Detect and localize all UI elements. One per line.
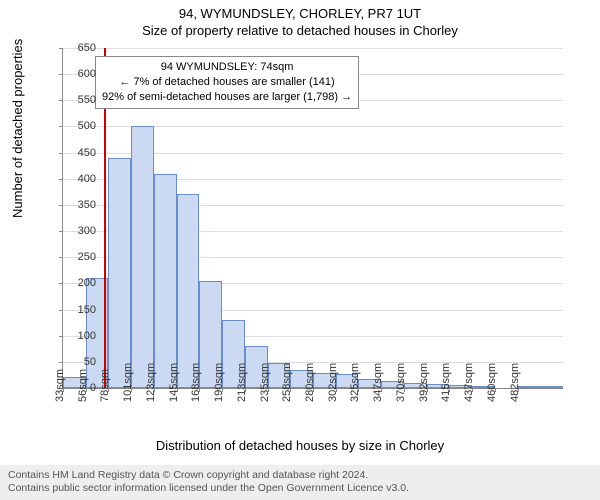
y-tick-label: 200 xyxy=(78,277,96,289)
chart-subtitle: Size of property relative to detached ho… xyxy=(0,21,600,38)
y-tick-label: 50 xyxy=(84,356,96,368)
y-tick-label: 100 xyxy=(78,330,96,342)
footer-line: Contains HM Land Registry data © Crown c… xyxy=(8,469,592,483)
chart-container: 94, WYMUNDSLEY, CHORLEY, PR7 1UT Size of… xyxy=(0,0,600,500)
y-tick-mark xyxy=(59,100,63,101)
histogram-bar xyxy=(540,386,563,388)
y-tick-label: 500 xyxy=(78,120,96,132)
chart-title: 94, WYMUNDSLEY, CHORLEY, PR7 1UT xyxy=(0,0,600,21)
annotation-line: ← 7% of detached houses are smaller (141… xyxy=(102,75,352,90)
y-tick-mark xyxy=(59,126,63,127)
y-tick-label: 250 xyxy=(78,251,96,263)
y-tick-label: 600 xyxy=(78,68,96,80)
y-tick-mark xyxy=(59,205,63,206)
y-tick-mark xyxy=(59,310,63,311)
y-tick-label: 650 xyxy=(78,42,96,54)
y-tick-mark xyxy=(59,283,63,284)
histogram-bar xyxy=(131,126,154,388)
x-axis-label: Distribution of detached houses by size … xyxy=(0,438,600,453)
y-tick-label: 0 xyxy=(90,382,96,394)
y-tick-mark xyxy=(59,153,63,154)
y-tick-label: 400 xyxy=(78,173,96,185)
y-tick-mark xyxy=(59,48,63,49)
y-tick-mark xyxy=(59,179,63,180)
y-tick-mark xyxy=(59,336,63,337)
y-tick-mark xyxy=(59,257,63,258)
histogram-bar xyxy=(177,194,200,388)
y-tick-label: 150 xyxy=(78,304,96,316)
gridline xyxy=(63,48,563,49)
y-tick-mark xyxy=(59,231,63,232)
histogram-bar xyxy=(154,174,177,388)
y-tick-mark xyxy=(59,74,63,75)
y-tick-label: 350 xyxy=(78,199,96,211)
y-tick-label: 300 xyxy=(78,225,96,237)
annotation-line: 94 WYMUNDSLEY: 74sqm xyxy=(102,60,352,75)
footer-line: Contains public sector information licen… xyxy=(8,482,592,496)
annotation-box: 94 WYMUNDSLEY: 74sqm ← 7% of detached ho… xyxy=(95,56,359,109)
y-tick-mark xyxy=(59,362,63,363)
annotation-line: 92% of semi-detached houses are larger (… xyxy=(102,90,352,105)
y-axis-label: Number of detached properties xyxy=(10,39,25,218)
histogram-bar xyxy=(108,158,131,388)
y-tick-label: 550 xyxy=(78,94,96,106)
y-tick-label: 450 xyxy=(78,147,96,159)
footer: Contains HM Land Registry data © Crown c… xyxy=(0,465,600,500)
